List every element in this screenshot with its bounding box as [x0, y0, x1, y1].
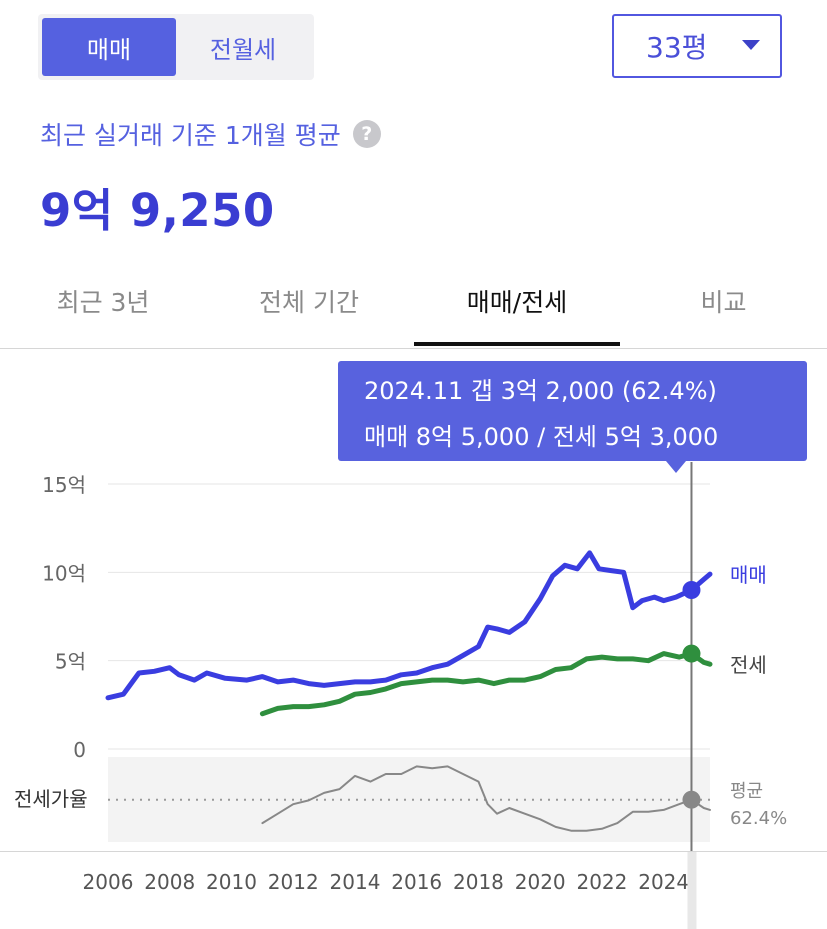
average-price-label-text: 최근 실거래 기준 1개월 평균: [40, 121, 341, 150]
highlight-bar: [687, 852, 697, 929]
y-tick-label: 5억: [55, 650, 86, 674]
legend-jeonse-label: 전세: [730, 653, 767, 677]
sale-toggle-button[interactable]: 매매: [42, 18, 176, 76]
tab-sale-jeonse[interactable]: 매매/전세: [466, 288, 568, 317]
sale-price-line: [105, 550, 713, 701]
rent-toggle-button[interactable]: 전월세: [209, 35, 277, 64]
sale-highlight-marker: [682, 581, 701, 599]
x-tick-label: 2022: [576, 870, 627, 894]
price-chart[interactable]: 15억 10억 5억 0 2006 2008 2010 2012 2014 2016 2018 202…: [0, 349, 827, 929]
ratio-highlight-marker: [682, 790, 701, 809]
caret-down-icon: [742, 40, 760, 50]
help-icon[interactable]: ?: [352, 120, 381, 148]
ratio-average-label: 평균: [730, 781, 763, 802]
active-tab-indicator: [414, 342, 620, 346]
x-tick-label: 2018: [453, 870, 504, 894]
tooltip-arrow: [666, 461, 686, 473]
average-price-value: 9억 9,250: [40, 184, 275, 237]
x-tick-label: 2020: [515, 870, 566, 894]
y-tick-label: 15억: [42, 473, 86, 497]
y-tick-label: 10억: [42, 561, 86, 585]
legend-sale-label: 매매: [730, 563, 767, 587]
jeonse-price-line: [259, 651, 713, 717]
area-size-select[interactable]: 33평: [612, 14, 782, 78]
jeonse-ratio-line: [261, 765, 711, 832]
tooltip-gap-line: 2024.11 갭 3억 2,000 (62.4%): [364, 377, 717, 405]
tabs-divider: [0, 348, 827, 349]
x-tick-label: 2006: [83, 870, 134, 894]
period-tabs: 최근 3년 전체 기간 매매/전세 비교: [0, 256, 827, 348]
y-tick-label: 0: [73, 738, 86, 762]
average-price-label: 최근 실거래 기준 1개월 평균 ?: [40, 116, 381, 152]
tab-recent-3-years[interactable]: 최근 3년: [56, 288, 150, 317]
jeonse-highlight-marker: [682, 644, 701, 663]
x-tick-label: 2014: [330, 870, 381, 894]
chart-tooltip: 2024.11 갭 3억 2,000 (62.4%) 매매 8억 5,000 /…: [338, 361, 807, 473]
x-tick-label: 2010: [206, 870, 257, 894]
x-tick-label: 2008: [144, 870, 195, 894]
tab-all-period[interactable]: 전체 기간: [259, 288, 359, 317]
area-size-value: 33평: [646, 31, 708, 64]
x-tick-label: 2024: [638, 870, 689, 894]
trade-type-toggle: 매매 전월세: [38, 14, 314, 80]
tab-compare[interactable]: 비교: [700, 288, 747, 317]
tooltip-price-line: 매매 8억 5,000 / 전세 5억 3,000: [364, 423, 719, 451]
x-tick-label: 2016: [391, 870, 442, 894]
ratio-average-value: 62.4%: [730, 808, 787, 829]
x-tick-label: 2012: [268, 870, 319, 894]
ratio-panel-label: 전세가율: [14, 787, 88, 811]
chart-bottom-divider: [0, 851, 827, 852]
